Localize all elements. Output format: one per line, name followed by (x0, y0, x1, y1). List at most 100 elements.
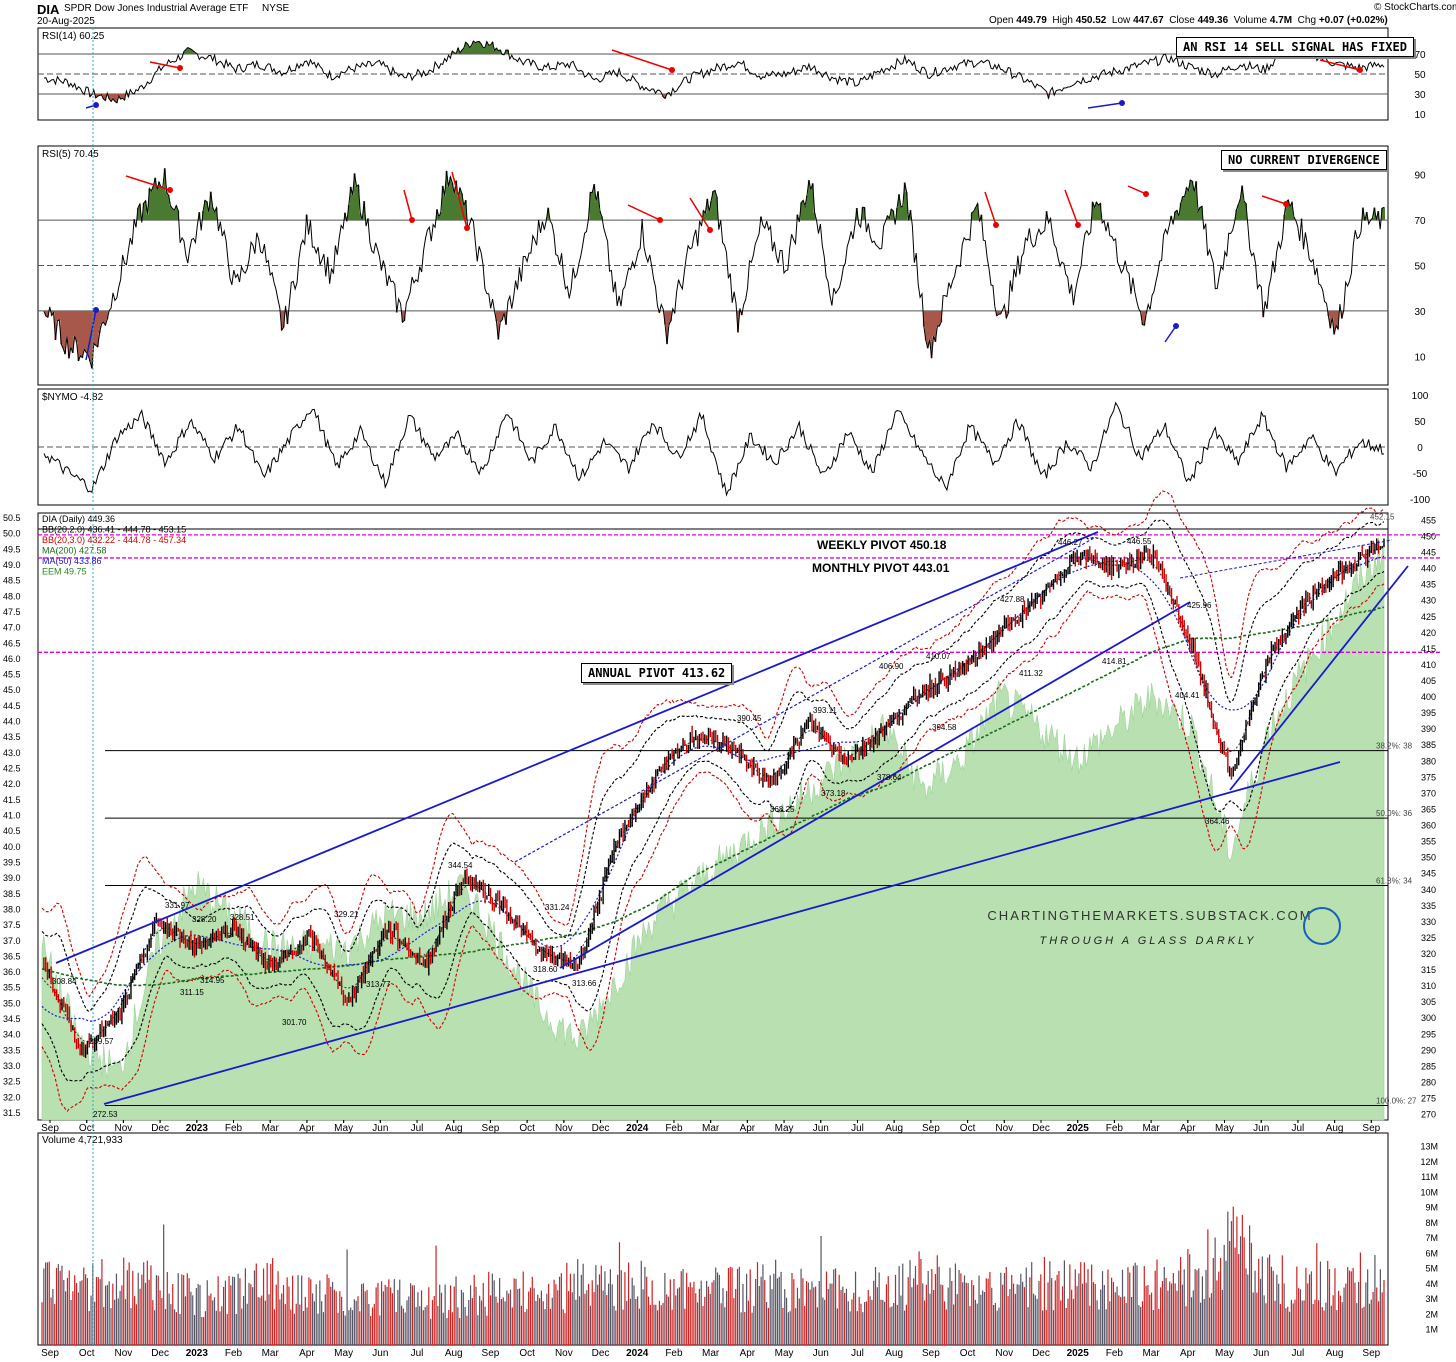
arrow-head-icon (1143, 191, 1149, 197)
rsi5-callout: NO CURRENT DIVERGENCE (1221, 150, 1387, 170)
low-value: 447.67 (1133, 15, 1164, 26)
arrow-head-icon (657, 217, 663, 223)
x-tick-label: Jul (411, 1123, 424, 1134)
rsi14-title: RSI(14) 60.25 (42, 31, 105, 42)
fib-label: 100.0%: 27 (1376, 1097, 1417, 1106)
low-label: Low (1111, 15, 1131, 26)
x-tick-label: May (1215, 1348, 1234, 1359)
y-tick-label: -100 (1410, 495, 1430, 506)
price-point-label: 368.25 (770, 805, 795, 814)
volume-y-tick: 11M (1421, 1172, 1438, 1182)
arrow-head-icon (93, 102, 99, 108)
x-tick-label: 2024 (626, 1348, 649, 1359)
x-tick-label: Mar (262, 1123, 280, 1134)
y-tick-label: 10 (1414, 110, 1426, 121)
volume-y-tick: 13M (1420, 1142, 1438, 1152)
price-y-tick: 390 (1421, 724, 1436, 734)
x-tick-label: Aug (885, 1123, 903, 1134)
price-point-label: 313.66 (572, 979, 597, 988)
x-tick-label: Aug (1326, 1348, 1344, 1359)
price-y-tick: 315 (1421, 965, 1436, 975)
price-point-label: 311.15 (180, 988, 204, 997)
indicator-line (43, 401, 1385, 497)
security-name: SPDR Dow Jones Industrial Average ETF (64, 3, 249, 14)
x-tick-label: Jul (411, 1348, 424, 1359)
price-point-label: 328.20 (192, 915, 217, 924)
volume-bars-down (41, 1206, 1385, 1345)
weekly-pivot-label: WEEKLY PIVOT 450.18 (817, 538, 947, 552)
volume-title: Volume 4,721,933 (42, 1135, 123, 1146)
x-tick-label: Apr (1180, 1348, 1196, 1359)
x-tick-label: Sep (1362, 1123, 1380, 1134)
close-label: Close (1169, 15, 1195, 26)
fib-label: 61.8%: 34 (1376, 877, 1413, 886)
price-y-tick: 380 (1421, 756, 1436, 766)
x-tick-label: Sep (922, 1123, 940, 1134)
x-tick-label: Nov (995, 1123, 1013, 1134)
price-y-tick: 335 (1421, 901, 1436, 911)
price-y-tick: 455 (1421, 515, 1436, 525)
price-point-label: 314.95 (200, 976, 225, 985)
x-tick-label: Feb (665, 1123, 683, 1134)
price-y-tick: 345 (1421, 869, 1436, 879)
x-tick-label: Apr (299, 1123, 315, 1134)
price-y-tick: 370 (1421, 788, 1436, 798)
monthly-pivot-label: MONTHLY PIVOT 443.01 (812, 561, 950, 575)
x-tick-label: Jul (1292, 1123, 1305, 1134)
price-y-tick: 300 (1421, 1013, 1436, 1023)
x-tick-label: Aug (1326, 1123, 1344, 1134)
price-y-tick: 440 (1421, 564, 1436, 574)
price-point-label: 393.11 (813, 706, 837, 715)
price-y-tick: 410 (1421, 660, 1436, 670)
eem-y-tick: 41.5 (3, 795, 21, 805)
divergence-arrow (125, 175, 171, 191)
fib-label: 38.2%: 38 (1376, 742, 1413, 751)
high-value: 450.52 (1075, 15, 1107, 26)
divergence-arrow (149, 61, 181, 69)
price-point-label: 446.27 (1058, 538, 1083, 547)
eem-y-tick: 49.5 (3, 544, 21, 554)
y-tick-label: 50 (1414, 70, 1426, 81)
price-point-label: 411.32 (1019, 669, 1043, 678)
volume-y-tick: 9M (1425, 1203, 1438, 1213)
y-tick-label: 90 (1414, 171, 1426, 182)
divergence-arrow (1319, 59, 1361, 71)
x-tick-label: Feb (1106, 1348, 1124, 1359)
open-value: 449.79 (1016, 15, 1047, 26)
high-label: High (1052, 15, 1073, 26)
eem-y-tick: 50.0 (3, 529, 21, 539)
divergence-arrow (984, 191, 997, 226)
arrow-head-icon (177, 65, 183, 71)
arrow-head-icon (1357, 67, 1363, 73)
divergence-arrow (1261, 195, 1287, 205)
rsi5-panel: 90 70 50 30 10 RSI(5) 70.45 (38, 149, 1426, 369)
x-tick-label: 2025 (1067, 1348, 1090, 1359)
arrow-head-icon (707, 227, 713, 233)
price-point-label: 344.54 (448, 861, 473, 870)
x-tick-label: Mar (1142, 1123, 1160, 1134)
eem-y-tick: 37.0 (3, 936, 21, 946)
volume-label: Volume (1233, 15, 1268, 26)
fib-label: 50.0%: 36 (1376, 809, 1413, 818)
eem-y-tick: 35.0 (3, 998, 21, 1008)
x-tick-label: May (334, 1348, 353, 1359)
trend-line (559, 601, 1191, 969)
eem-area (41, 537, 1385, 1121)
nymo-panel: 100 50 0 -50 -100 $NYMO -4.82 (38, 391, 1430, 506)
arrow-head-icon (409, 217, 415, 223)
x-tick-label: Sep (922, 1348, 940, 1359)
x-tick-label: Mar (262, 1348, 280, 1359)
arrow-head-icon (93, 307, 99, 313)
price-y-tick: 280 (1421, 1077, 1436, 1087)
price-point-label: 378.64 (877, 773, 902, 782)
price-y-tick: 325 (1421, 933, 1436, 943)
trend-line (55, 531, 1099, 964)
x-tick-label: Oct (79, 1123, 95, 1134)
volume-panel: 13M 12M 11M 10M 9M 8M 7M 6M 5M 4M 3M 2M 1M Volume 4,7… (41, 1135, 1438, 1345)
eem-y-tick: 47.0 (3, 623, 21, 633)
x-tick-label: Apr (1180, 1123, 1196, 1134)
price-y-tick: 405 (1421, 676, 1436, 686)
x-tick-label: Mar (702, 1348, 720, 1359)
chg-label: Chg (1297, 15, 1317, 26)
eem-y-tick: 39.5 (3, 857, 21, 867)
